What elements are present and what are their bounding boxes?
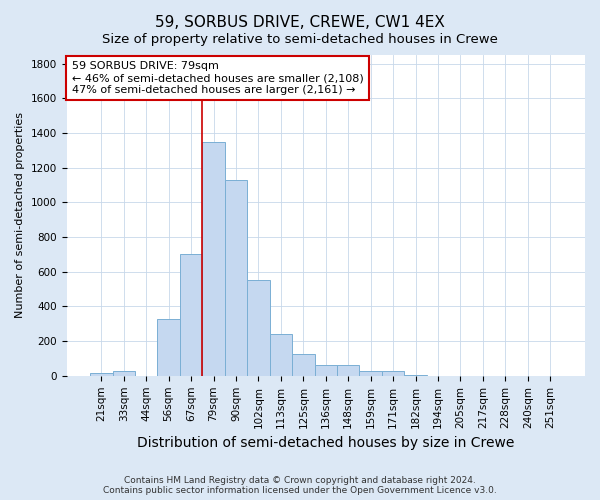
- Text: 59, SORBUS DRIVE, CREWE, CW1 4EX: 59, SORBUS DRIVE, CREWE, CW1 4EX: [155, 15, 445, 30]
- Text: Contains HM Land Registry data © Crown copyright and database right 2024.
Contai: Contains HM Land Registry data © Crown c…: [103, 476, 497, 495]
- Bar: [247, 280, 269, 376]
- Bar: [157, 320, 180, 376]
- Bar: [269, 334, 292, 376]
- Bar: [314, 364, 337, 376]
- Bar: [404, 375, 427, 376]
- Bar: [292, 354, 314, 376]
- Bar: [180, 254, 202, 376]
- Text: Size of property relative to semi-detached houses in Crewe: Size of property relative to semi-detach…: [102, 32, 498, 46]
- Bar: [202, 142, 225, 376]
- X-axis label: Distribution of semi-detached houses by size in Crewe: Distribution of semi-detached houses by …: [137, 436, 514, 450]
- Bar: [359, 372, 382, 376]
- Bar: [113, 370, 135, 376]
- Y-axis label: Number of semi-detached properties: Number of semi-detached properties: [15, 112, 25, 318]
- Text: 59 SORBUS DRIVE: 79sqm
← 46% of semi-detached houses are smaller (2,108)
47% of : 59 SORBUS DRIVE: 79sqm ← 46% of semi-det…: [72, 62, 364, 94]
- Bar: [225, 180, 247, 376]
- Bar: [337, 364, 359, 376]
- Bar: [382, 372, 404, 376]
- Bar: [90, 373, 113, 376]
